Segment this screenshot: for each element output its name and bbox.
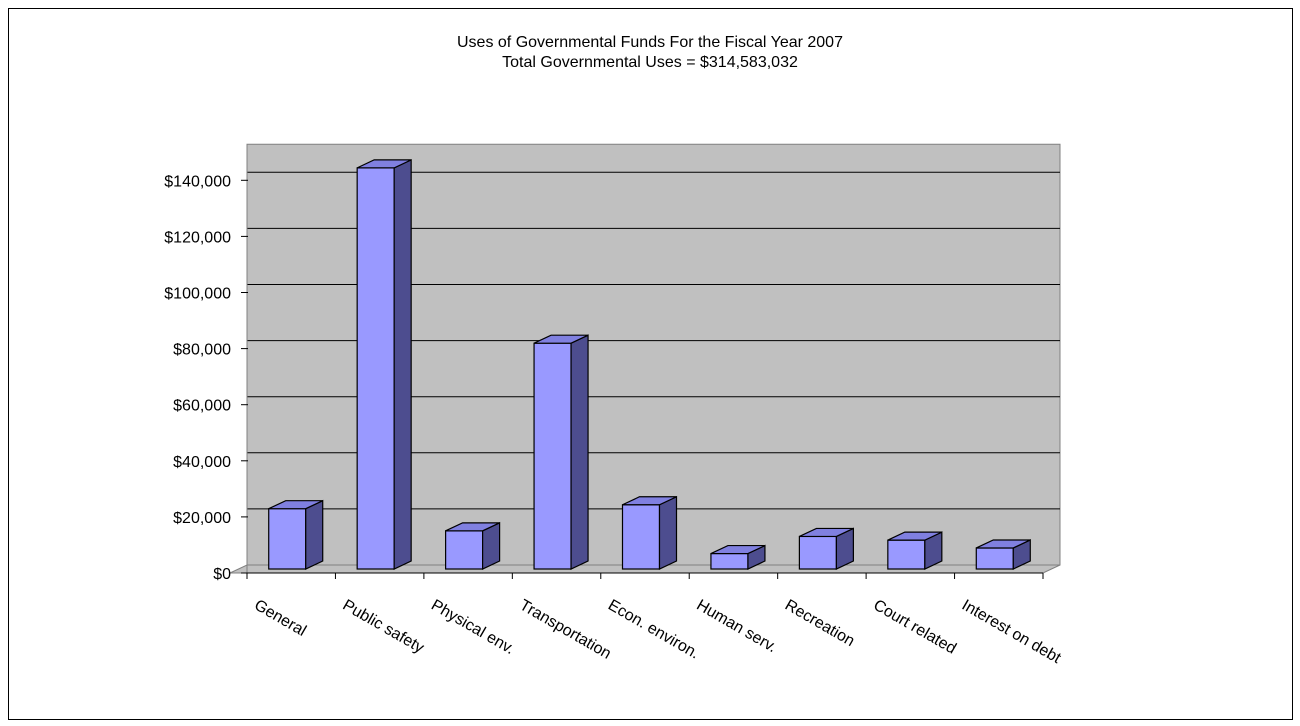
- bar-top: [976, 539, 1031, 549]
- y-tick-label: $80,000: [173, 342, 231, 359]
- x-tick-label: Human serv.: [693, 597, 779, 656]
- y-tick-label: $100,000: [164, 286, 231, 303]
- bar-front: [975, 547, 1014, 570]
- x-tick-label: Econ. environ.: [605, 597, 702, 663]
- bar-top: [445, 522, 500, 532]
- chart-subtitle: Total Governmental Uses = $314,583,032: [502, 54, 798, 71]
- x-tick-label: Court related: [870, 597, 959, 658]
- bar-front: [798, 535, 837, 570]
- chart-titles: Uses of Governmental Funds For the Fisca…: [0, 33, 1300, 73]
- bar-front: [533, 342, 572, 570]
- y-tick-label: $0: [213, 566, 231, 583]
- y-tick-label: $20,000: [173, 510, 231, 527]
- x-tick-label: Transportation: [517, 597, 614, 663]
- bar-side: [305, 499, 324, 570]
- x-tick-label: Physical env.: [428, 597, 517, 658]
- bar-top: [710, 544, 766, 555]
- x-tick-label: Recreation: [782, 597, 858, 650]
- bar-front: [356, 167, 395, 570]
- y-tick-label: $40,000: [173, 454, 231, 471]
- x-tick-label: Interest on debt: [959, 597, 1064, 668]
- bar-side: [658, 495, 678, 570]
- bar-front: [887, 539, 926, 570]
- bar-side: [570, 334, 589, 570]
- chart-title: Uses of Governmental Funds For the Fisca…: [457, 34, 843, 51]
- bar-top: [799, 527, 854, 538]
- bar-front: [621, 504, 661, 570]
- bar-front: [268, 508, 307, 570]
- bar-top: [533, 334, 589, 344]
- bar-side: [393, 158, 412, 570]
- bar-top: [887, 531, 943, 541]
- y-tick-label: $60,000: [173, 398, 231, 415]
- y-tick-label: $140,000: [164, 173, 231, 190]
- bar-top: [356, 159, 412, 169]
- y-tick-label: $120,000: [164, 229, 231, 246]
- bar-front: [710, 552, 749, 570]
- bar-top: [622, 496, 677, 506]
- x-tick-label: General: [251, 597, 309, 640]
- x-tick-label: Public safety: [340, 597, 427, 657]
- bar-front: [445, 530, 484, 570]
- bar-top: [268, 500, 323, 510]
